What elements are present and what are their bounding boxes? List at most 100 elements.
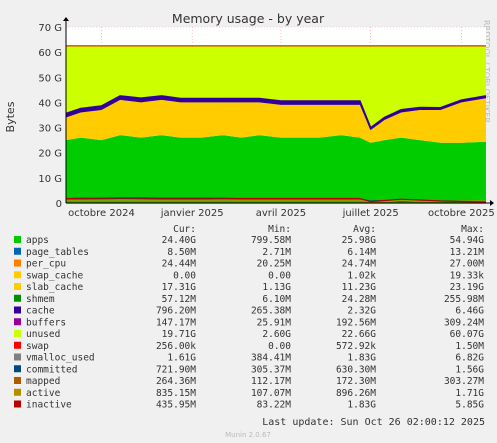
y-tick-label: 20 G xyxy=(38,149,62,160)
legend-min-page_tables: 2.71M xyxy=(262,247,291,258)
legend-avg-cache: 2.32G xyxy=(347,306,376,317)
legend-label-unused: unused xyxy=(26,329,60,340)
legend-header-avg: Avg: xyxy=(353,224,376,235)
legend-max-apps: 54.94G xyxy=(450,235,485,246)
legend-swatch-inactive xyxy=(14,400,21,408)
rrdtool-credit: RRDTOOL / TOBI OETIKER xyxy=(482,20,491,123)
last-update: Last update: Sun Oct 26 02:00:12 2025 xyxy=(262,417,485,428)
legend-label-swap_cache: swap_cache xyxy=(26,270,83,281)
legend-cur-inactive: 435.95M xyxy=(156,400,196,411)
x-tick-label: juillet 2025 xyxy=(342,208,399,219)
legend-swatch-committed xyxy=(14,365,21,373)
legend-min-unused: 2.60G xyxy=(262,329,291,340)
legend-cur-cache: 796.20M xyxy=(156,306,196,317)
legend-avg-apps: 25.98G xyxy=(342,235,377,246)
legend-min-mapped: 112.17M xyxy=(251,376,291,387)
legend-cur-apps: 24.40G xyxy=(162,235,197,246)
legend-label-page_tables: page_tables xyxy=(26,247,89,258)
legend-cur-page_tables: 8.50M xyxy=(167,247,196,258)
legend-swatch-cache xyxy=(14,306,21,314)
legend-max-unused: 60.07G xyxy=(450,329,485,340)
legend-swatch-unused xyxy=(14,330,21,337)
legend-min-active: 107.07M xyxy=(251,388,291,399)
cache-top-line xyxy=(65,95,487,130)
legend-cur-buffers: 147.17M xyxy=(156,317,196,328)
legend-avg-slab_cache: 11.23G xyxy=(342,282,377,293)
chart-title: Memory usage - by year xyxy=(172,11,325,26)
legend-min-vmalloc_used: 384.41M xyxy=(251,353,291,364)
legend-swatch-active xyxy=(14,388,21,396)
legend-max-committed: 1.56G xyxy=(455,364,484,375)
legend-avg-vmalloc_used: 1.83G xyxy=(347,353,376,364)
legend-cur-committed: 721.90M xyxy=(156,364,196,375)
y-tick-label: 50 G xyxy=(38,73,62,84)
legend-swatch-vmalloc_used xyxy=(14,353,21,361)
inactive-line xyxy=(65,197,487,203)
munin-version: Munin 2.0.67 xyxy=(225,431,271,439)
legend-cur-slab_cache: 17.31G xyxy=(162,282,197,293)
legend-label-active: active xyxy=(26,388,61,399)
legend-min-buffers: 25.91M xyxy=(257,317,292,328)
stacked-areas xyxy=(66,45,486,203)
legend: Cur: Min: Avg: Max: apps 24.40G 799.58M 25.98G 5… xyxy=(14,224,484,411)
legend-min-committed: 305.37M xyxy=(251,364,291,375)
legend-swatch-shmem xyxy=(14,294,21,302)
legend-max-per_cpu: 27.00M xyxy=(450,259,485,270)
legend-swatch-page_tables xyxy=(14,247,21,255)
legend-max-shmem: 255.98M xyxy=(444,294,484,305)
legend-avg-active: 896.26M xyxy=(336,388,376,399)
y-axis-arrow xyxy=(63,17,69,21)
legend-min-slab_cache: 1.13G xyxy=(262,282,291,293)
legend-cur-mapped: 264.36M xyxy=(156,376,196,387)
legend-cur-per_cpu: 24.44M xyxy=(162,259,197,270)
y-tick-labels: 0 10 G 20 G 30 G 40 G 50 G 60 G 70 G xyxy=(38,23,62,210)
x-tick-label: octobre 2025 xyxy=(428,208,495,219)
legend-avg-swap: 572.92k xyxy=(336,341,376,352)
legend-avg-page_tables: 6.14M xyxy=(347,247,376,258)
legend-label-vmalloc_used: vmalloc_used xyxy=(26,353,95,364)
legend-label-mapped: mapped xyxy=(26,376,60,387)
legend-header-min: Min: xyxy=(268,224,291,235)
legend-max-buffers: 309.24M xyxy=(444,317,484,328)
legend-min-apps: 799.58M xyxy=(251,235,291,246)
y-tick-label: 70 G xyxy=(38,23,62,34)
legend-cur-swap_cache: 0.00 xyxy=(173,270,196,281)
legend-avg-mapped: 172.30M xyxy=(336,376,376,387)
legend-avg-buffers: 192.56M xyxy=(336,317,376,328)
legend-swatch-buffers xyxy=(14,318,21,326)
slab_cache-area xyxy=(66,98,486,143)
unused-area xyxy=(66,45,486,129)
x-tick-labels: octobre 2024 janvier 2025 avril 2025 juille… xyxy=(68,208,495,219)
legend-swatch-slab_cache xyxy=(14,283,21,290)
legend-avg-unused: 22.66G xyxy=(342,329,377,340)
legend-max-mapped: 303.27M xyxy=(444,376,484,387)
x-tick-label: avril 2025 xyxy=(256,208,306,219)
legend-min-shmem: 6.10M xyxy=(262,294,291,305)
legend-label-inactive: inactive xyxy=(26,400,72,411)
y-tick-label: 60 G xyxy=(38,48,62,59)
legend-max-page_tables: 13.21M xyxy=(450,247,485,258)
legend-label-apps: apps xyxy=(26,235,49,246)
legend-min-per_cpu: 20.25M xyxy=(257,259,292,270)
legend-cur-unused: 19.71G xyxy=(162,329,197,340)
legend-max-inactive: 5.85G xyxy=(455,400,484,411)
legend-swatch-per_cpu xyxy=(14,259,21,267)
legend-label-buffers: buffers xyxy=(26,317,66,328)
y-tick-label: 10 G xyxy=(38,174,62,185)
legend-max-swap: 1.50M xyxy=(455,341,484,352)
legend-max-cache: 6.46G xyxy=(455,306,484,317)
legend-max-active: 1.71G xyxy=(455,388,484,399)
legend-swatch-swap_cache xyxy=(14,271,21,279)
active-line xyxy=(66,199,486,203)
y-tick-label: 0 xyxy=(56,199,62,210)
axes xyxy=(63,17,494,206)
legend-swatch-apps xyxy=(14,236,21,243)
y-axis-label: Bytes xyxy=(4,101,17,132)
legend-cur-swap: 256.00k xyxy=(156,341,196,352)
legend-cur-active: 835.15M xyxy=(156,388,196,399)
legend-avg-committed: 630.30M xyxy=(336,364,376,375)
legend-label-committed: committed xyxy=(26,364,77,375)
legend-cur-shmem: 57.12M xyxy=(162,294,197,305)
